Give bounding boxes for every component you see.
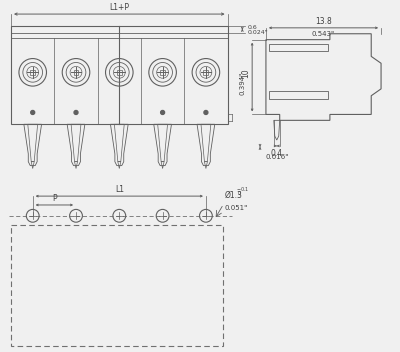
Bar [74, 70, 78, 75]
Bar [204, 70, 208, 75]
Bar [11, 26, 228, 124]
Text: 0.051": 0.051" [225, 205, 248, 211]
Bar [30, 70, 35, 75]
Circle shape [161, 111, 164, 114]
Text: L1+P: L1+P [109, 3, 129, 12]
Bar [160, 70, 165, 75]
Bar [269, 91, 328, 99]
Text: Ø1.3: Ø1.3 [225, 191, 242, 200]
Text: 0.6: 0.6 [247, 25, 257, 30]
Text: 0.394": 0.394" [239, 71, 245, 95]
Text: 10: 10 [241, 68, 250, 78]
Bar [11, 225, 223, 346]
Text: 13.8: 13.8 [315, 17, 332, 26]
Text: P: P [52, 194, 57, 203]
Circle shape [204, 111, 208, 114]
Bar [117, 70, 122, 75]
Text: 0.016": 0.016" [265, 154, 288, 160]
Text: 0.024": 0.024" [247, 30, 268, 35]
Text: $^{-0.1}_{\ 0}$: $^{-0.1}_{\ 0}$ [236, 186, 250, 199]
Bar [269, 44, 328, 51]
Text: 0.543": 0.543" [312, 31, 335, 37]
Circle shape [31, 111, 35, 114]
Text: 0.4: 0.4 [271, 149, 283, 158]
Circle shape [74, 111, 78, 114]
Text: L1: L1 [115, 185, 124, 194]
